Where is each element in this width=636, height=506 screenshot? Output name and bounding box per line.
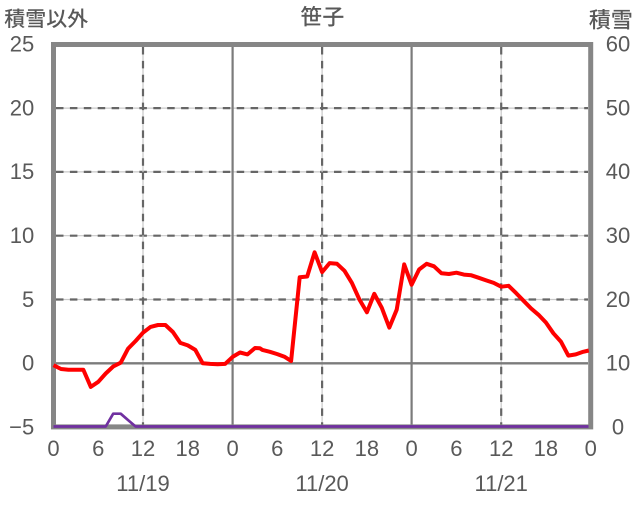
svg-text:20: 20 xyxy=(10,95,34,120)
svg-text:50: 50 xyxy=(606,95,630,120)
svg-text:30: 30 xyxy=(606,223,630,248)
svg-text:10: 10 xyxy=(10,223,34,248)
svg-text:20: 20 xyxy=(606,287,630,312)
svg-text:25: 25 xyxy=(10,32,34,57)
svg-text:0: 0 xyxy=(405,436,417,461)
svg-text:40: 40 xyxy=(606,159,630,184)
svg-text:12: 12 xyxy=(131,436,155,461)
svg-text:5: 5 xyxy=(22,287,34,312)
svg-text:11/19: 11/19 xyxy=(116,471,169,496)
svg-text:10: 10 xyxy=(606,351,630,376)
svg-text:6: 6 xyxy=(92,436,104,461)
svg-text:6: 6 xyxy=(450,436,462,461)
svg-text:15: 15 xyxy=(10,159,34,184)
svg-text:12: 12 xyxy=(489,436,513,461)
svg-text:6: 6 xyxy=(271,436,283,461)
svg-text:0: 0 xyxy=(226,436,238,461)
svg-text:11/21: 11/21 xyxy=(474,471,527,496)
svg-text:18: 18 xyxy=(355,436,379,461)
svg-text:0: 0 xyxy=(612,414,624,439)
svg-text:−5: −5 xyxy=(9,414,34,439)
svg-text:0: 0 xyxy=(22,351,34,376)
svg-text:0: 0 xyxy=(585,436,597,461)
svg-text:0: 0 xyxy=(47,436,59,461)
svg-text:18: 18 xyxy=(176,436,200,461)
svg-text:18: 18 xyxy=(534,436,558,461)
svg-text:12: 12 xyxy=(310,436,334,461)
svg-text:60: 60 xyxy=(606,32,630,57)
svg-text:11/20: 11/20 xyxy=(295,471,348,496)
